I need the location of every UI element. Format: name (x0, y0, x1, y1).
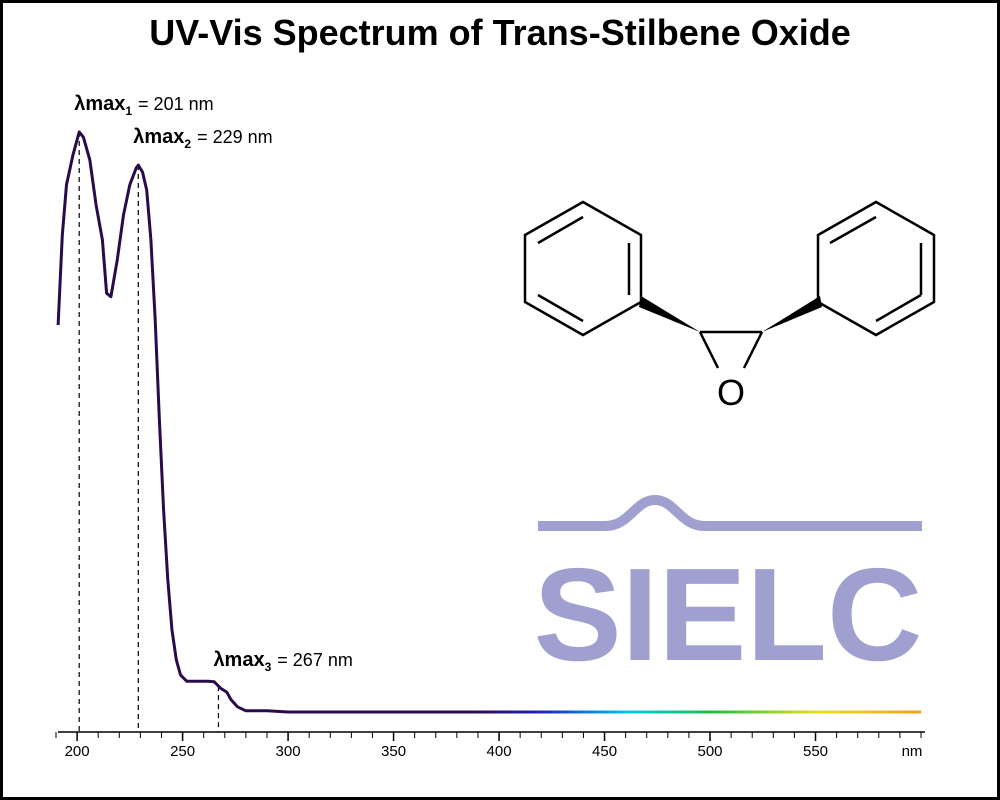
x-tick-label: 250 (170, 743, 195, 760)
x-tick-label: 400 (487, 743, 512, 760)
peak-value: = 201 nm (138, 94, 214, 114)
x-tick-label: 450 (592, 743, 617, 760)
spectrum-line (56, 130, 921, 714)
peak-label: λmax2 = 229 nm (133, 126, 272, 151)
x-axis-label: nm (902, 743, 923, 760)
x-tick-label: 550 (803, 743, 828, 760)
x-tick-label: 350 (381, 743, 406, 760)
x-tick-label: 300 (276, 743, 301, 760)
svg-text:O: O (717, 372, 745, 413)
peak-symbol: λmax (213, 649, 264, 671)
peak-subscript: 2 (184, 137, 191, 151)
logo-text: SIELC (534, 541, 923, 688)
x-tick-label: 200 (65, 743, 90, 760)
peak-value: = 229 nm (197, 127, 273, 147)
peak-symbol: λmax (74, 93, 125, 115)
peak-subscript: 1 (125, 104, 132, 118)
molecule: O (523, 200, 936, 413)
peak-symbol: λmax (133, 126, 184, 148)
x-tick-label: 500 (698, 743, 723, 760)
peak-label: λmax1 = 201 nm (74, 93, 213, 118)
chart-title: UV-Vis Spectrum of Trans-Stilbene Oxide (149, 12, 851, 53)
peak-subscript: 3 (265, 660, 272, 674)
logo: SIELC (534, 494, 923, 688)
peak-value: = 267 nm (277, 650, 353, 670)
peak-label: λmax3 = 267 nm (213, 649, 352, 674)
